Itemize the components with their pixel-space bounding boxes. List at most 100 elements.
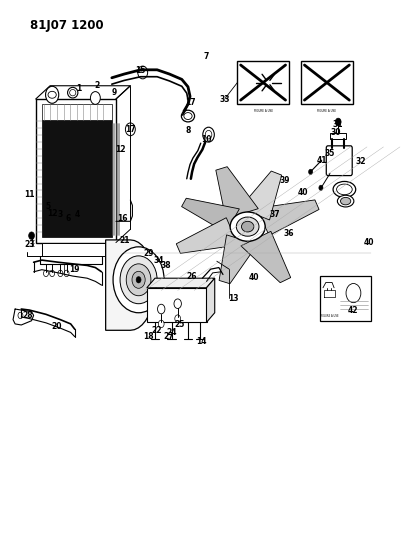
Text: 8: 8 — [185, 126, 191, 135]
Text: 15: 15 — [135, 67, 146, 75]
Polygon shape — [182, 198, 240, 233]
Ellipse shape — [333, 181, 356, 197]
Text: 41: 41 — [316, 156, 327, 165]
Circle shape — [174, 299, 181, 309]
Bar — [320, 276, 371, 321]
Polygon shape — [147, 288, 206, 322]
Text: 21: 21 — [119, 237, 129, 246]
Circle shape — [319, 185, 323, 190]
Text: 2: 2 — [95, 81, 100, 90]
Circle shape — [58, 270, 63, 277]
Text: 27: 27 — [163, 332, 174, 341]
Circle shape — [346, 284, 361, 303]
Circle shape — [113, 247, 164, 313]
Text: 3: 3 — [58, 210, 63, 219]
Polygon shape — [42, 120, 112, 237]
Text: 24: 24 — [166, 328, 177, 337]
Text: 18: 18 — [144, 332, 154, 341]
Text: 81J07 1200: 81J07 1200 — [29, 19, 103, 33]
Text: 12: 12 — [115, 145, 125, 154]
Text: 33: 33 — [220, 94, 230, 103]
Text: 7: 7 — [204, 52, 209, 61]
Text: 19: 19 — [69, 265, 80, 273]
Ellipse shape — [48, 91, 56, 98]
Bar — [301, 61, 353, 104]
Circle shape — [18, 312, 23, 319]
Polygon shape — [257, 200, 319, 236]
Text: 23: 23 — [24, 240, 35, 249]
Ellipse shape — [340, 197, 351, 205]
Polygon shape — [176, 217, 238, 253]
Circle shape — [138, 66, 147, 79]
Text: FIGURE A USE: FIGURE A USE — [254, 109, 273, 112]
FancyBboxPatch shape — [326, 146, 352, 175]
Text: FIGURE A USE: FIGURE A USE — [317, 109, 337, 112]
Polygon shape — [42, 104, 112, 120]
Text: 39: 39 — [280, 176, 290, 185]
Text: 20: 20 — [51, 321, 62, 330]
Text: 28: 28 — [22, 311, 33, 320]
Circle shape — [309, 169, 313, 174]
Text: 6: 6 — [66, 214, 71, 223]
Bar — [330, 133, 347, 139]
Circle shape — [90, 92, 100, 104]
Circle shape — [50, 270, 55, 277]
Polygon shape — [106, 240, 155, 330]
Circle shape — [335, 118, 341, 126]
Text: 34: 34 — [154, 256, 164, 264]
Circle shape — [175, 315, 180, 322]
Text: 31: 31 — [333, 119, 344, 128]
Text: 37: 37 — [269, 210, 280, 219]
Text: 9: 9 — [111, 87, 116, 96]
Polygon shape — [216, 167, 258, 219]
Text: 42: 42 — [347, 305, 358, 314]
Text: 29: 29 — [144, 249, 154, 258]
Text: 16: 16 — [117, 214, 127, 223]
Ellipse shape — [68, 87, 78, 98]
Circle shape — [157, 304, 165, 314]
Polygon shape — [147, 278, 215, 288]
Text: 17: 17 — [125, 125, 135, 134]
Text: 35: 35 — [325, 149, 335, 158]
Text: 38: 38 — [160, 261, 171, 270]
Text: 25: 25 — [175, 320, 185, 329]
Ellipse shape — [184, 112, 192, 119]
Text: 22: 22 — [152, 326, 162, 335]
Circle shape — [203, 127, 214, 142]
Polygon shape — [240, 171, 282, 220]
Text: 11: 11 — [24, 190, 35, 199]
Text: 4: 4 — [74, 210, 79, 219]
Circle shape — [45, 86, 59, 103]
Circle shape — [132, 271, 145, 288]
Ellipse shape — [70, 90, 76, 96]
Text: 26: 26 — [187, 272, 197, 280]
Circle shape — [43, 270, 48, 277]
Text: 40: 40 — [364, 238, 374, 247]
Ellipse shape — [337, 195, 354, 207]
Circle shape — [126, 123, 135, 136]
Ellipse shape — [337, 184, 352, 195]
Text: 36: 36 — [284, 229, 294, 238]
Polygon shape — [206, 278, 215, 322]
Circle shape — [158, 320, 164, 328]
Text: 32: 32 — [356, 157, 366, 166]
Ellipse shape — [181, 110, 195, 122]
Text: 12: 12 — [47, 209, 57, 218]
Polygon shape — [241, 231, 291, 282]
Text: 40: 40 — [249, 273, 259, 281]
Circle shape — [205, 131, 212, 139]
Polygon shape — [42, 243, 112, 256]
Text: 1: 1 — [76, 84, 81, 93]
Bar — [237, 61, 289, 104]
Ellipse shape — [230, 212, 265, 241]
Text: FIGURE A USE: FIGURE A USE — [321, 314, 339, 318]
Circle shape — [28, 232, 34, 239]
Polygon shape — [219, 235, 257, 284]
Ellipse shape — [242, 221, 254, 232]
Text: 17: 17 — [185, 98, 195, 107]
Circle shape — [64, 270, 69, 277]
Circle shape — [120, 256, 157, 304]
Text: 14: 14 — [196, 337, 207, 346]
Text: 30: 30 — [331, 128, 342, 137]
Circle shape — [136, 277, 141, 283]
